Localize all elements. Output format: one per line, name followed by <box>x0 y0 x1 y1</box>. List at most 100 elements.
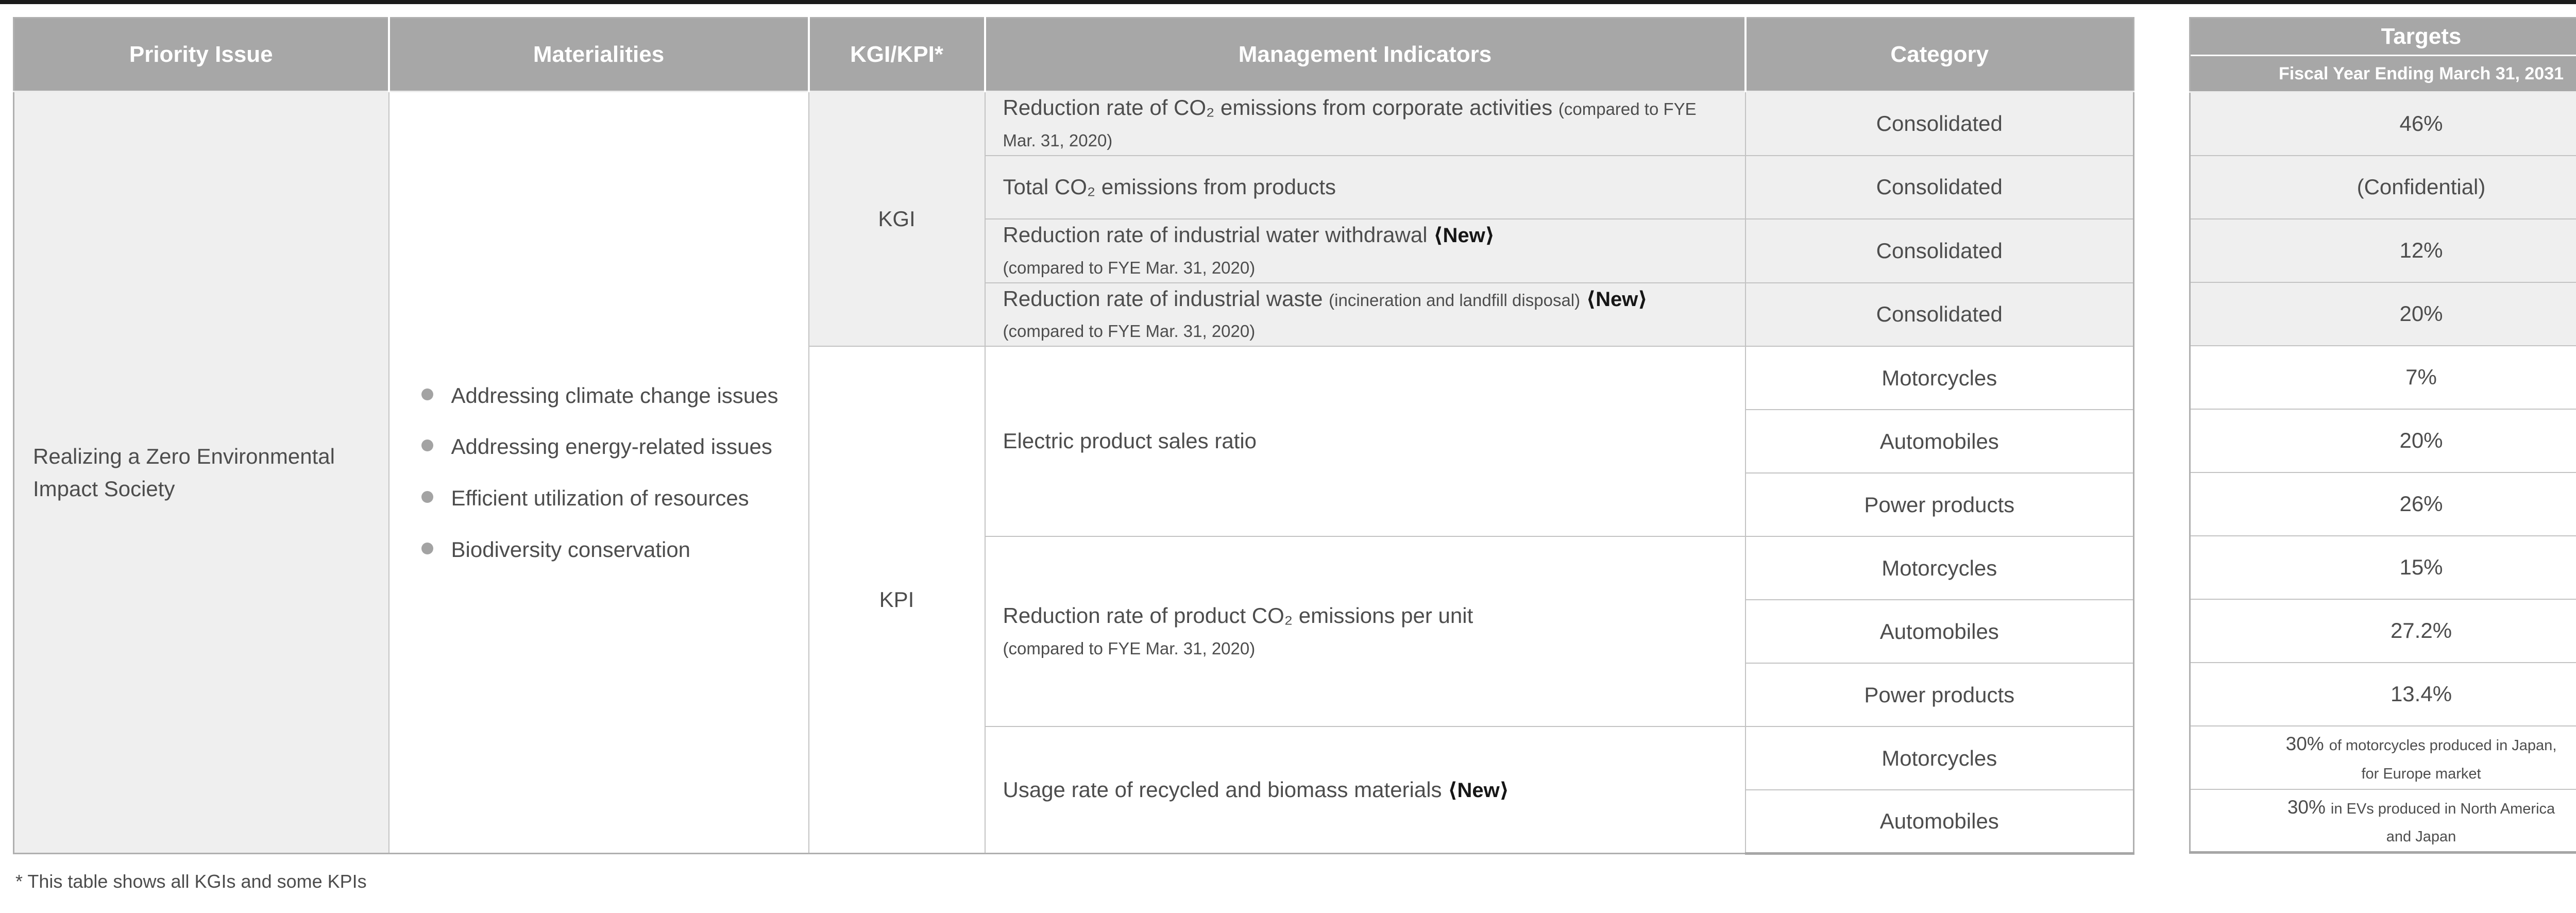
target-cell: 27.2% <box>2189 598 2576 663</box>
table-row: 26% <box>2189 471 2576 536</box>
category-cell: Power products <box>1744 663 2134 728</box>
bullet-icon <box>421 542 433 554</box>
target-cell: 30% in EVs produced in North America and … <box>2189 788 2576 854</box>
bullet-icon <box>421 388 433 400</box>
target-value: 20% <box>2399 301 2443 326</box>
indicator-text: Reduction rate of CO₂ emissions from cor… <box>1003 95 1553 120</box>
target-value: 12% <box>2399 238 2443 262</box>
target-percent: 30% <box>2285 733 2324 755</box>
indicator-text: Reduction rate of industrial waste <box>1003 286 1323 311</box>
target-cell: 46% <box>2189 91 2576 156</box>
table-row: Automobiles <box>14 599 2134 664</box>
table-row: 13.4% <box>2189 662 2576 726</box>
indicator-cell: Reduction rate of product CO₂ emissions … <box>984 536 1746 728</box>
category-text: Motorcycles <box>1882 746 1997 770</box>
targets-header-cell: Targets Fiscal Year Ending March 31, 203… <box>2190 18 2576 93</box>
table-row: 12% <box>2189 218 2576 283</box>
table-row: Automobiles <box>14 789 2134 855</box>
indicator-cell: Electric product sales ratio <box>984 346 1746 537</box>
category-cell: Power products <box>1744 472 2134 537</box>
table-row: (Confidential) <box>2189 155 2576 219</box>
sustainability-kpi-table: Priority Issue Materialities KGI/KPI* Ma… <box>13 17 2134 855</box>
targets-header-divider <box>2191 55 2576 56</box>
indicator-note: (compared to FYE Mar. 31, 2020) <box>1003 638 1256 658</box>
new-badge: ⟨New⟩ <box>1586 288 1648 311</box>
table-row: Usage rate of recycled and biomass mater… <box>14 726 2134 854</box>
targets-header-row: Targets Fiscal Year Ending March 31, 203… <box>2190 18 2576 93</box>
category-text: Consolidated <box>1876 175 2003 199</box>
priority-issue-cell: Realizing a Zero Environmental Impact So… <box>13 91 389 854</box>
category-text: Consolidated <box>1876 238 2003 263</box>
target-cell: 13.4% <box>2189 662 2576 726</box>
top-border-bar <box>0 0 2576 4</box>
table-row: 20% <box>2189 281 2576 346</box>
col-header-management-indicators: Management Indicators <box>985 18 1747 92</box>
indicator-text: Electric product sales ratio <box>1003 429 1257 453</box>
target-detail: in EVs produced in North America <box>2330 800 2555 817</box>
category-text: Power products <box>1864 682 2015 707</box>
target-value: 20% <box>2399 428 2443 452</box>
materiality-item: Biodiversity conservation <box>421 534 793 565</box>
table-row: Realizing a Zero Environmental Impact So… <box>13 91 2134 854</box>
table-row: Power products <box>14 472 2134 537</box>
targets-subtitle: Fiscal Year Ending March 31, 2031 <box>2278 64 2564 83</box>
materialities-cell: Addressing climate change issues Address… <box>388 91 809 854</box>
table-row: Reduction rate of industrial waste (inci… <box>14 282 2134 347</box>
target-detail: for Europe market <box>2361 766 2481 782</box>
category-cell: Consolidated <box>1744 282 2134 347</box>
col-header-category: Category <box>1745 18 2134 92</box>
category-cell: Consolidated <box>1744 91 2134 156</box>
kgi-cell: KGI <box>808 91 986 347</box>
materiality-text: Biodiversity conservation <box>451 537 691 562</box>
category-text: Automobiles <box>1879 809 1999 834</box>
target-value: 15% <box>2399 554 2443 579</box>
target-value: 26% <box>2399 491 2443 516</box>
category-cell: Motorcycles <box>1744 536 2134 601</box>
category-text: Motorcycles <box>1882 365 1997 390</box>
footnote: * This table shows all KGIs and some KPI… <box>15 871 367 892</box>
priority-issue-text: Realizing a Zero Environmental Impact So… <box>33 444 335 501</box>
indicator-note: (compared to FYE Mar. 31, 2020) <box>1003 99 1697 150</box>
table-row: Reduction rate of industrial water withd… <box>14 218 2134 283</box>
indicator-note: (incineration and landfill disposal) <box>1329 290 1581 310</box>
target-value: 13.4% <box>2390 681 2452 706</box>
target-cell: 26% <box>2189 471 2576 536</box>
targets-title: Targets <box>2381 24 2462 49</box>
indicator-text: Reduction rate of product CO₂ emissions … <box>1003 603 1473 628</box>
materiality-text: Efficient utilization of resources <box>451 485 749 510</box>
bullet-icon <box>421 491 433 503</box>
target-cell: 20% <box>2189 281 2576 346</box>
target-value: 7% <box>2405 364 2437 389</box>
category-cell: Automobiles <box>1744 409 2134 474</box>
table-row: Power products <box>14 663 2134 728</box>
indicator-cell: Total CO₂ emissions from products <box>984 155 1746 219</box>
category-cell: Motorcycles <box>1744 726 2134 791</box>
indicator-cell: Reduction rate of CO₂ emissions from cor… <box>984 91 1746 156</box>
indicator-cell: Reduction rate of industrial waste (inci… <box>984 282 1746 347</box>
table-row: Total CO₂ emissions from products Consol… <box>14 155 2134 219</box>
indicator-note: (compared to FYE Mar. 31, 2020) <box>1003 322 1256 341</box>
materiality-text: Addressing energy-related issues <box>451 434 772 459</box>
target-cell: 20% <box>2189 408 2576 473</box>
col-header-priority-issue: Priority Issue <box>13 18 390 92</box>
target-cell: (Confidential) <box>2189 155 2576 219</box>
table-row: 30% in EVs produced in North America and … <box>2189 788 2576 854</box>
table-row: KPI Electric product sales ratio Motorcy… <box>14 346 2134 854</box>
category-text: Consolidated <box>1876 302 2003 327</box>
category-text: Motorcycles <box>1882 555 1997 580</box>
targets-table: Targets Fiscal Year Ending March 31, 203… <box>2189 17 2576 854</box>
materiality-item: Efficient utilization of resources <box>421 483 793 514</box>
category-text: Power products <box>1864 492 2015 517</box>
indicator-cell: Reduction rate of industrial water withd… <box>984 218 1746 283</box>
category-text: Automobiles <box>1879 429 1999 453</box>
target-value: 46% <box>2399 111 2443 136</box>
category-text: Automobiles <box>1879 619 1999 644</box>
col-header-materialities: Materialities <box>388 18 810 92</box>
materiality-item: Addressing energy-related issues <box>421 431 793 462</box>
materialities-list: Addressing climate change issues Address… <box>389 380 808 565</box>
target-cell: 7% <box>2189 345 2576 410</box>
indicator-text: Total CO₂ emissions from products <box>1003 174 1336 199</box>
target-detail: of motorcycles produced in Japan, <box>2329 737 2557 754</box>
target-cell: 30% of motorcycles produced in Japan, for… <box>2189 725 2576 790</box>
category-cell: Consolidated <box>1744 218 2134 283</box>
